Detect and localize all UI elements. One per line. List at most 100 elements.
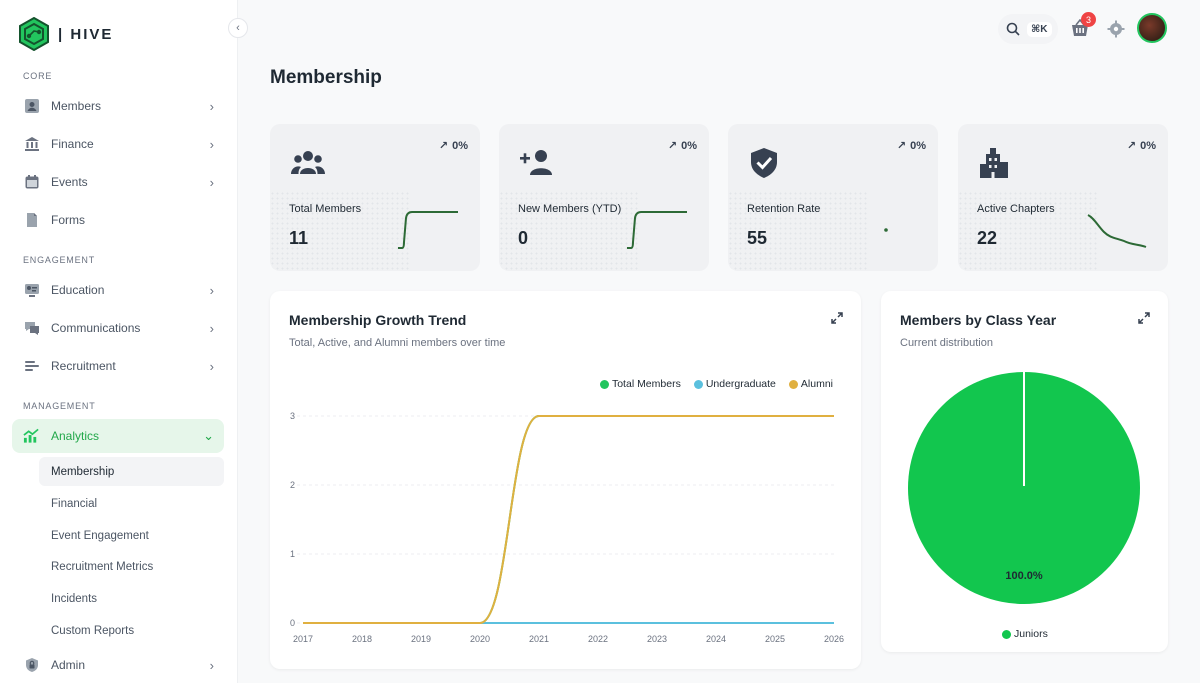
gear-icon[interactable] bbox=[1107, 20, 1125, 38]
y-tick-label: 3 bbox=[290, 411, 295, 421]
chevron-right-icon: › bbox=[209, 174, 214, 190]
stat-label: New Members (YTD) bbox=[518, 203, 622, 215]
series-line-total-members[interactable] bbox=[303, 415, 834, 624]
bank-icon bbox=[23, 136, 40, 153]
chevron-right-icon: › bbox=[209, 320, 214, 336]
sidebar: | HIVE CORE Members › Finance › Events ›… bbox=[0, 0, 238, 683]
sidebar-subitem-event-engagement[interactable]: Event Engagement bbox=[51, 529, 149, 542]
sidebar-item-events[interactable]: Events › bbox=[12, 165, 224, 199]
class-year-panel: Members by Class Year Current distributi… bbox=[881, 291, 1168, 652]
sidebar-subitem-financial[interactable]: Financial bbox=[51, 497, 98, 510]
sidebar-item-finance[interactable]: Finance › bbox=[12, 127, 224, 161]
panel-title: Members by Class Year bbox=[900, 312, 1057, 328]
class-year-pie-chart: 100.0% bbox=[908, 372, 1140, 604]
sidebar-item-recruitment[interactable]: Recruitment › bbox=[12, 349, 224, 383]
legend-item-juniors[interactable]: Juniors bbox=[1014, 628, 1048, 640]
chat-icon bbox=[23, 320, 40, 337]
stat-value: 22 bbox=[977, 228, 998, 248]
x-tick-label: 2017 bbox=[293, 634, 313, 644]
brand-name: | HIVE bbox=[58, 25, 114, 43]
membership-growth-panel: Membership Growth Trend Total, Active, a… bbox=[270, 291, 861, 669]
sidebar-subitem-custom-reports[interactable]: Custom Reports bbox=[51, 624, 135, 637]
chevron-right-icon: › bbox=[209, 657, 214, 673]
x-tick-label: 2021 bbox=[529, 634, 549, 644]
trending-up-icon: ↗ bbox=[667, 140, 678, 152]
shortcut-hint: ⌘K bbox=[1027, 21, 1052, 37]
chart-legend: Total Members Undergraduate Alumni bbox=[587, 378, 833, 390]
document-icon bbox=[23, 212, 40, 229]
expand-icon[interactable] bbox=[830, 311, 844, 325]
section-label-management: MANAGEMENT bbox=[23, 401, 96, 411]
legend-item-total-members[interactable]: Total Members bbox=[599, 378, 681, 390]
x-tick-label: 2022 bbox=[588, 634, 608, 644]
chevron-left-icon: ‹ bbox=[236, 22, 240, 34]
sidebar-item-label: Communications bbox=[51, 321, 141, 335]
sidebar-item-label: Analytics bbox=[51, 429, 100, 443]
trend-indicator: ↗ 0% bbox=[438, 139, 468, 153]
sidebar-item-label: Events bbox=[51, 175, 88, 189]
sidebar-item-education[interactable]: Education › bbox=[12, 273, 224, 307]
panel-title: Membership Growth Trend bbox=[289, 312, 467, 328]
chevron-right-icon: › bbox=[209, 136, 214, 152]
pie-legend: Juniors bbox=[1002, 628, 1048, 640]
add-user-icon bbox=[520, 150, 552, 175]
panel-subtitle: Current distribution bbox=[900, 337, 993, 349]
x-tick-label: 2018 bbox=[352, 634, 372, 644]
sidebar-item-forms[interactable]: Forms bbox=[12, 203, 224, 237]
x-tick-label: 2024 bbox=[706, 634, 726, 644]
sidebar-item-communications[interactable]: Communications › bbox=[12, 311, 224, 345]
stat-card-total-members: ↗ 0% Total Members 11 bbox=[270, 124, 480, 271]
pie-slice-juniors[interactable] bbox=[908, 372, 1140, 604]
sidebar-subitem-recruitment-metrics[interactable]: Recruitment Metrics bbox=[51, 560, 154, 573]
sidebar-item-admin[interactable]: Admin › bbox=[12, 648, 224, 682]
stat-card-retention-rate: ↗ 0% Retention Rate 55 bbox=[728, 124, 938, 271]
stat-label: Active Chapters bbox=[977, 203, 1055, 215]
series-line-alumni[interactable] bbox=[303, 415, 834, 624]
sparkline bbox=[1087, 214, 1147, 248]
sidebar-item-label: Forms bbox=[51, 213, 85, 227]
sidebar-collapse-button[interactable]: ‹ bbox=[228, 18, 248, 38]
search-button[interactable]: ⌘K bbox=[998, 14, 1058, 44]
expand-icon[interactable] bbox=[1137, 311, 1151, 325]
avatar[interactable] bbox=[1137, 13, 1167, 43]
calendar-icon bbox=[23, 174, 40, 191]
pie-data-label: 100.0% bbox=[1005, 570, 1043, 582]
legend-item-alumni[interactable]: Alumni bbox=[788, 378, 833, 390]
recruitment-icon bbox=[23, 358, 40, 375]
stat-value: 0 bbox=[518, 228, 529, 248]
panel-subtitle: Total, Active, and Alumni members over t… bbox=[289, 337, 506, 349]
sparkline bbox=[884, 228, 888, 232]
sidebar-subitem-incidents[interactable]: Incidents bbox=[51, 592, 98, 605]
stat-label: Retention Rate bbox=[747, 203, 821, 215]
sidebar-subitem-membership[interactable]: Membership bbox=[39, 457, 224, 486]
legend-item-undergraduate[interactable]: Undergraduate bbox=[693, 378, 776, 390]
brand[interactable]: | HIVE bbox=[18, 17, 113, 51]
sparkline bbox=[398, 211, 458, 249]
page-title: Membership bbox=[270, 67, 382, 88]
search-icon bbox=[1006, 22, 1020, 36]
sidebar-item-label: Recruitment bbox=[51, 359, 116, 373]
stat-card-new-members: ↗ 0% New Members (YTD) 0 bbox=[499, 124, 709, 271]
sidebar-item-label: Admin bbox=[51, 658, 86, 672]
stat-label: Total Members bbox=[289, 203, 362, 215]
trending-up-icon: ↗ bbox=[438, 140, 449, 152]
x-tick-label: 2020 bbox=[470, 634, 490, 644]
x-tick-label: 2023 bbox=[647, 634, 667, 644]
building-icon bbox=[980, 148, 1008, 178]
trend-indicator: ↗ 0% bbox=[896, 139, 926, 153]
education-icon bbox=[23, 282, 40, 299]
chevron-right-icon: › bbox=[209, 282, 214, 298]
growth-line-chart: 0 1 2 3 2017 2018 2019 2020 2021 2022 2023 2024 2025… bbox=[290, 411, 844, 644]
trending-up-icon: ↗ bbox=[896, 140, 907, 152]
shield-check-icon bbox=[751, 148, 777, 178]
stat-value: 55 bbox=[747, 228, 768, 248]
sidebar-item-members[interactable]: Members › bbox=[12, 89, 224, 123]
x-tick-label: 2019 bbox=[411, 634, 431, 644]
sparkline bbox=[627, 211, 687, 249]
x-tick-label: 2026 bbox=[824, 634, 844, 644]
chevron-down-icon: ⌄ bbox=[203, 428, 214, 443]
trending-up-icon: ↗ bbox=[1126, 140, 1137, 152]
sidebar-item-analytics[interactable]: Analytics ⌄ bbox=[12, 419, 224, 453]
y-tick-label: 0 bbox=[290, 618, 295, 628]
stat-card-active-chapters: ↗ 0% Active Chapters 22 bbox=[958, 124, 1168, 271]
